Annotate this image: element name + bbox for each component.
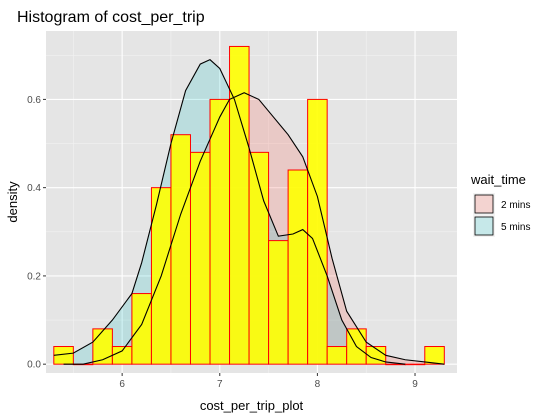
x-axis-title: cost_per_trip_plot: [200, 398, 304, 413]
y-axis-title: density: [5, 181, 20, 223]
y-axis: 0.0 0.2 0.4 0.6: [27, 95, 46, 371]
x-tick-label: 8: [315, 379, 321, 390]
histogram-bars: [53, 45, 445, 366]
histogram-bar: [404, 363, 426, 366]
x-tick-label: 9: [412, 379, 418, 390]
histogram-bar: [111, 346, 133, 365]
histogram-bar: [131, 293, 152, 365]
histogram-bar: [326, 346, 348, 365]
histogram-bar: [170, 134, 191, 365]
histogram-bar: [209, 98, 231, 365]
y-tick-label: 0.2: [27, 271, 41, 282]
legend-key-bg: [473, 193, 495, 215]
histogram-bar: [307, 98, 328, 365]
x-tick-label: 7: [217, 379, 223, 390]
legend-label: 5 mins: [501, 222, 530, 233]
histogram-bar: [268, 240, 289, 365]
density-line: [53, 59, 406, 365]
x-tick-label: 6: [119, 379, 125, 390]
legend: wait_time 2 mins 5 mins: [470, 172, 530, 237]
histogram-bar: [287, 169, 309, 365]
density-lines: [53, 59, 445, 365]
x-axis: 6 7 8 9: [119, 373, 418, 390]
density-line: [63, 92, 445, 365]
legend-label: 2 mins: [501, 200, 530, 211]
legend-key: [474, 194, 494, 214]
legend-key-bg: [473, 215, 495, 237]
histogram-bar: [424, 346, 445, 365]
histogram-bar: [189, 151, 211, 365]
legend-title: wait_time: [470, 172, 526, 187]
y-tick-label: 0.4: [27, 183, 41, 194]
y-tick-label: 0.0: [27, 360, 41, 371]
y-tick-label: 0.6: [27, 95, 41, 106]
chart-title: Histogram of cost_per_trip: [17, 9, 205, 26]
legend-key: [474, 216, 494, 236]
histogram-bar: [92, 328, 113, 365]
